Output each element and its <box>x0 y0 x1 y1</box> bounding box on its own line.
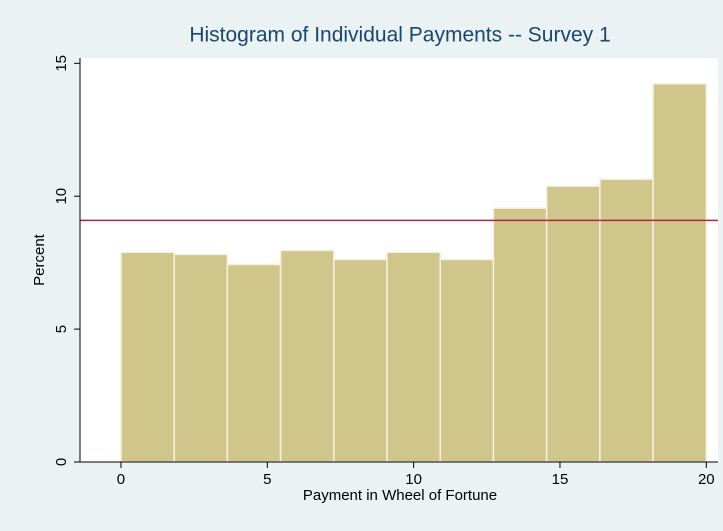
bar <box>492 207 548 463</box>
bar <box>439 258 495 463</box>
bar <box>652 83 708 463</box>
y-tick-label: 10 <box>53 188 70 205</box>
bar <box>599 178 654 463</box>
y-tick-label: 15 <box>53 55 70 72</box>
bar <box>120 251 175 463</box>
x-tick-label: 10 <box>405 471 422 488</box>
bar <box>226 263 282 463</box>
chart-title: Histogram of Individual Payments -- Surv… <box>189 24 610 47</box>
bar <box>279 249 335 463</box>
y-tick-label: 0 <box>53 458 70 466</box>
y-tick-label: 5 <box>53 325 70 333</box>
x-tick-label: 0 <box>117 471 125 488</box>
bar <box>333 258 388 463</box>
y-axis-label: Percent <box>31 233 48 286</box>
x-tick-label: 15 <box>552 471 569 488</box>
x-tick-label: 5 <box>263 471 271 488</box>
x-tick-label: 20 <box>698 471 715 488</box>
bar <box>386 251 441 463</box>
bar <box>545 185 601 463</box>
x-axis-label: Payment in Wheel of Fortune <box>303 487 497 504</box>
bar <box>173 253 229 463</box>
